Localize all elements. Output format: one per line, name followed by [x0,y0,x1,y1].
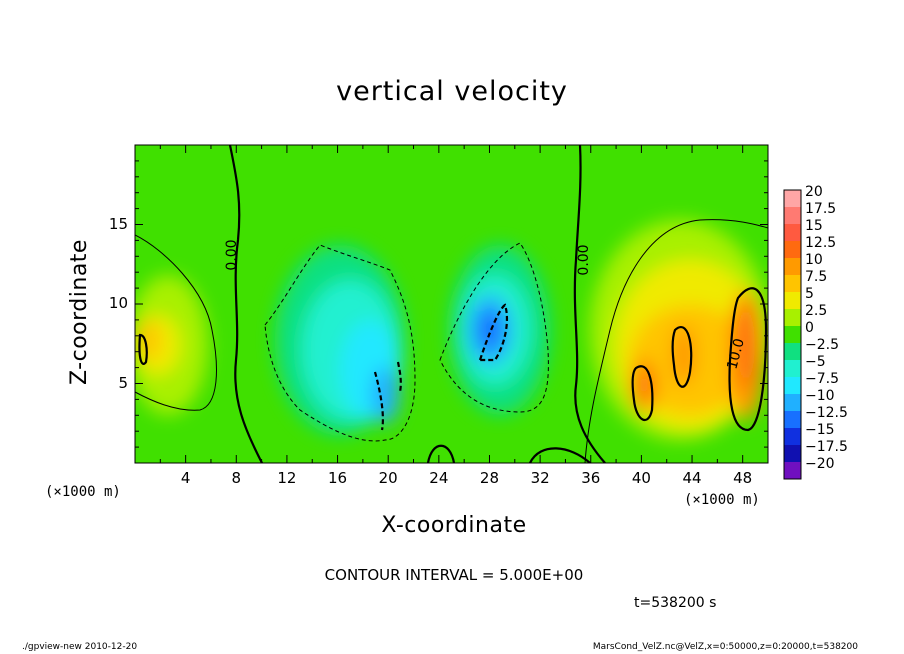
colorbar-label: −10 [805,388,835,404]
colorbar-swatch [784,224,801,241]
contour-label: 0.00 [224,239,240,270]
colorbar-frame [783,189,802,480]
x-tick-label: 12 [277,469,297,487]
colorbar-label: −17.5 [805,439,848,455]
colorbar-swatch [784,360,801,377]
strong-negative-contours [373,303,509,431]
contour-label: 0.00 [576,244,592,275]
footer-right: MarsCond_VelZ.nc@VelZ,x=0:50000,z=0:2000… [592,642,858,652]
colorbar-label: −20 [805,456,835,472]
y-tick-label: 10 [108,294,128,312]
colorbar-swatch [784,343,801,360]
y-axis-label: Z-coordinate [67,239,92,385]
colorbar-label: 0 [805,320,814,336]
axis-ticks [135,145,768,463]
colorbar-swatch [784,411,801,428]
colorbar-label: 10 [805,252,823,268]
strong-contours [138,287,768,432]
colorbar-swatch [784,462,801,479]
x-tick-label: 20 [378,469,398,487]
colorbar-swatch [784,326,801,343]
colorbar-swatch [784,377,801,394]
colorbar-swatch [784,309,801,326]
colorbar-label: −12.5 [805,405,848,421]
colorbar [783,189,802,480]
x-tick-label: 16 [328,469,348,487]
colorbar-label: −7.5 [805,371,839,387]
contour-label: 10.0 [724,337,748,371]
colorbar-swatch [784,190,801,207]
y-tick-label: 5 [118,373,128,392]
colorbar-swatch [784,275,801,292]
footer-left: ./gpview-new 2010-12-20 [22,642,138,652]
colorbar-label: 17.5 [805,201,837,217]
colorbar-label: 12.5 [805,235,837,251]
x-tick-label: 28 [479,469,500,487]
colorbar-label: 5 [805,286,814,302]
y-tick-label: 15 [108,214,128,233]
zero-contours [228,145,606,463]
x-tick-label: 40 [631,469,651,487]
colorbar-label: 20 [805,184,823,200]
colorbar-swatch [784,428,801,445]
colorbar-swatch [784,292,801,309]
x-tick-label: 8 [231,469,242,487]
x-unit-label: (×1000 m) [684,492,760,508]
colorbar-label: −15 [805,422,835,438]
x-tick-label: 36 [581,469,601,487]
contour-interval: CONTOUR INTERVAL = 5.000E+00 [324,566,584,584]
colorbar-swatch [784,394,801,411]
negative-contours [264,242,549,442]
colorbar-swatch [784,241,801,258]
colorbar-label: 7.5 [805,269,828,285]
colorbar-label: −5 [805,354,826,370]
x-tick-label: 44 [682,469,702,487]
chart-title: vertical velocity [336,76,568,107]
y-unit-label: (×1000 m) [45,484,121,500]
x-tick-label: 48 [733,469,753,487]
colorbar-swatch [784,258,801,275]
colorbar-swatch [784,445,801,462]
positive-contours [135,219,768,463]
time-label: t=538200 s [634,595,717,611]
x-tick-label: 24 [429,469,449,487]
x-axis-label: X-coordinate [381,513,527,538]
velocity-field: 0.00 0.00 10.0 [135,145,768,463]
colorbar-label: 2.5 [805,303,828,319]
colorbar-swatch [784,207,801,224]
colorbar-label: −2.5 [805,337,839,353]
colorbar-label: 15 [805,218,823,234]
x-tick-label: 4 [180,469,191,487]
x-tick-label: 32 [530,469,550,487]
